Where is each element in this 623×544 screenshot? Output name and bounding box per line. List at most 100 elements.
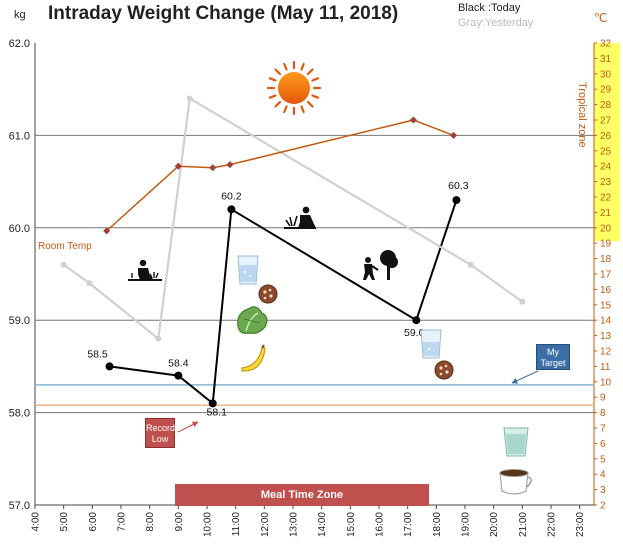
x-tick-label: 8:00 [145, 512, 156, 532]
record-low-callout: Record Low [145, 418, 175, 448]
y-right-tick-label: 15 [600, 300, 612, 311]
legend-yesterday: Gray:Yesterday [458, 17, 534, 29]
y-left-tick-labels: 57.0 58.0 59.0 60.0 61.0 62.0 [9, 38, 30, 512]
my-target-arrow [511, 370, 539, 384]
y-right-tick-label: 17 [600, 270, 612, 281]
today-data-label: 58.5 [87, 348, 108, 360]
y-right-tick-label: 6 [600, 439, 606, 450]
right-axis-unit: ℃ [594, 11, 608, 25]
y-right-tick-label: 32 [600, 39, 612, 50]
y-right-tick-label: 26 [600, 131, 612, 142]
yesterday-series-line [63, 97, 523, 340]
y-left-tick-label: 57.0 [9, 500, 30, 512]
tropical-zone-band [594, 43, 620, 241]
x-tick-label: 13:00 [289, 512, 300, 537]
room-temp-point [226, 161, 234, 169]
x-tick-label: 10:00 [203, 512, 214, 537]
y-right-tick-label: 13 [600, 331, 612, 342]
x-tick-label: 16:00 [375, 512, 386, 537]
yesterday-point [155, 335, 162, 342]
x-tick-label: 7:00 [117, 512, 128, 532]
y-left-tick-label: 58.0 [9, 408, 30, 420]
x-tick-label: 17:00 [403, 512, 414, 537]
series-layer: 58.5 58.4 58.1 60.2 59.0 60.3 [60, 95, 526, 418]
y-right-tick-label: 28 [600, 100, 612, 111]
gardening-icon [128, 259, 162, 281]
water-glass-icon [237, 255, 259, 285]
x-tick-label: 9:00 [174, 512, 185, 532]
y-right-tick-label: 7 [600, 424, 606, 435]
x-tick-label: 23:00 [575, 512, 586, 537]
today-data-label: 58.4 [168, 358, 189, 370]
today-point [227, 205, 236, 214]
y-left-tick-label: 60.0 [9, 223, 30, 235]
y-right-tick-label: 19 [600, 239, 612, 250]
tea-glass-icon [503, 427, 529, 457]
yesterday-point [519, 298, 526, 305]
y-right-tick-label: 10 [600, 377, 612, 388]
y-right-tick-label: 4 [600, 470, 606, 481]
sun-icon [266, 60, 322, 116]
y-right-tick-label: 25 [600, 146, 612, 157]
today-point [174, 371, 183, 380]
x-tick-label: 21:00 [518, 512, 529, 537]
y-right-tick-label: 23 [600, 177, 612, 188]
banana-icon [241, 344, 266, 372]
y-right-tick-label: 5 [600, 454, 606, 465]
x-tick-label: 18:00 [432, 512, 443, 537]
today-data-label: 60.3 [448, 180, 469, 192]
x-tick-label: 19:00 [461, 512, 472, 537]
x-tick-label: 5:00 [59, 512, 70, 532]
water-glass-icon-2 [420, 329, 442, 359]
y-right-tick-label: 14 [600, 316, 612, 327]
room-temp-series-line [106, 119, 454, 232]
reference-lines [35, 384, 594, 406]
yesterday-point [467, 261, 474, 268]
cookies-icon [258, 284, 278, 304]
y-right-tick-label: 12 [600, 347, 612, 358]
y-right-tick-label: 27 [600, 116, 612, 127]
meal-time-zone-band: Meal Time Zone [175, 484, 429, 506]
my-target-callout: My Target [536, 344, 570, 370]
y-right-tick-label: 3 [600, 485, 606, 496]
yesterday-point [86, 280, 93, 287]
lettuce-icon [237, 306, 268, 334]
x-tick-label: 12:00 [260, 512, 271, 537]
x-tick-label: 20:00 [489, 512, 500, 537]
chart-title: Intraday Weight Change (May 11, 2018) [48, 3, 399, 24]
room-temp-point [103, 227, 111, 235]
y-right-tick-label: 31 [600, 54, 612, 65]
today-point [208, 399, 217, 408]
y-right-tick-label: 2 [600, 501, 606, 512]
record-low-arrow [177, 421, 199, 433]
y-right-tick-label: 11 [600, 362, 611, 373]
y-right-tick-label: 9 [600, 393, 606, 404]
room-temp-label: Room Temp [38, 241, 92, 252]
coffee-cup-icon [499, 469, 532, 495]
room-temp-point [409, 116, 417, 124]
y-left-tick-label: 62.0 [9, 38, 30, 50]
gardening-icon-2 [284, 206, 316, 229]
today-data-label: 58.1 [207, 406, 228, 418]
x-tick-label: 11:00 [231, 512, 242, 537]
y-right-tick-label: 29 [600, 85, 612, 96]
y-left-tick-label: 61.0 [9, 130, 30, 142]
room-temp-point [209, 164, 217, 172]
y-left-tick-label: 59.0 [9, 315, 30, 327]
x-tick-labels: 4:00 5:00 6:00 7:00 8:00 9:00 10:00 11:00 12:00 1… [31, 505, 586, 537]
gridlines [35, 134, 594, 414]
y-right-tick-label: 16 [600, 285, 612, 296]
x-tick-label: 4:00 [31, 512, 42, 532]
y-right-tick-label: 30 [600, 69, 612, 80]
legend-today: Black :Today [458, 2, 521, 14]
cookies-icon-2 [434, 360, 454, 380]
room-temp-point [174, 162, 182, 170]
today-data-label: 60.2 [221, 190, 242, 202]
today-point [105, 362, 114, 371]
watering-tree-icon [363, 250, 398, 280]
x-tick-label: 22:00 [547, 512, 558, 537]
x-tick-label: 6:00 [88, 512, 99, 532]
y-right-tick-label: 22 [600, 193, 612, 204]
y-right-tick-label: 24 [600, 162, 612, 173]
